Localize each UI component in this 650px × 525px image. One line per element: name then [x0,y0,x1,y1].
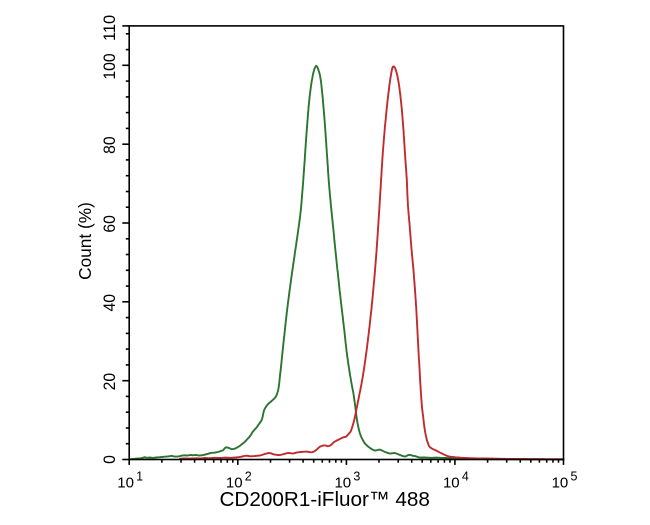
svg-text:40: 40 [100,294,119,312]
svg-text:80: 80 [100,136,119,154]
svg-text:CD200R1-iFluor™ 488: CD200R1-iFluor™ 488 [219,488,429,511]
svg-text:110: 110 [100,15,119,41]
svg-text:100: 100 [100,53,119,79]
svg-text:Count (%): Count (%) [75,202,95,280]
svg-text:20: 20 [100,373,119,391]
svg-text:60: 60 [100,215,119,233]
svg-text:0: 0 [100,455,119,464]
